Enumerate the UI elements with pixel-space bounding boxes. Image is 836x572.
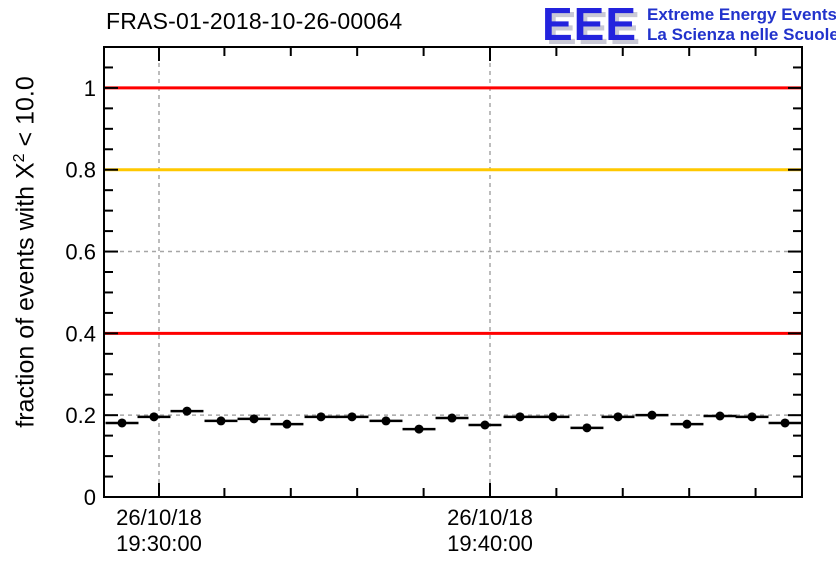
chart-title: FRAS-01-2018-10-26-00064 (106, 8, 403, 34)
x-tick-label-time: 19:30:00 (116, 531, 202, 556)
data-point (613, 412, 623, 422)
x-tick-label-time: 19:40:00 (447, 531, 533, 556)
data-point (182, 406, 192, 416)
data-point (780, 418, 790, 428)
x-tick-label-date: 26/10/18 (447, 505, 533, 530)
data-point (117, 418, 127, 428)
data-point (447, 413, 457, 423)
data-point (149, 412, 159, 422)
data-point (414, 424, 424, 434)
data-point (480, 420, 490, 430)
data-point (515, 412, 525, 422)
data-point (347, 412, 357, 422)
data-point (316, 412, 326, 422)
data-point (747, 412, 757, 422)
data-point (381, 416, 391, 426)
plot-frame (103, 46, 803, 498)
data-point (682, 419, 692, 429)
eee-logo: EEE Extreme Energy Events La Scienza nel… (542, 0, 836, 50)
data-point (647, 410, 657, 420)
data-point (282, 419, 292, 429)
eee-acronym: EEE (542, 0, 638, 50)
data-point (216, 416, 226, 426)
logo-line1: Extreme Energy Events (647, 5, 836, 24)
logo-line2: La Scienza nelle Scuole (647, 25, 836, 44)
y-tick-label: 0.8 (65, 158, 96, 183)
data-point (715, 411, 725, 421)
y-tick-label: 0.6 (65, 240, 96, 265)
y-tick-label: 0.4 (65, 321, 96, 346)
eee-logo-text: Extreme Energy Events La Scienza nelle S… (647, 3, 836, 45)
data-point (548, 412, 558, 422)
y-tick-label: 0.2 (65, 403, 96, 428)
data-point (582, 423, 592, 433)
y-tick-label: 1 (84, 76, 96, 101)
y-tick-label: 0 (84, 485, 96, 510)
x-tick-label-date: 26/10/18 (116, 505, 202, 530)
data-point (249, 414, 259, 424)
